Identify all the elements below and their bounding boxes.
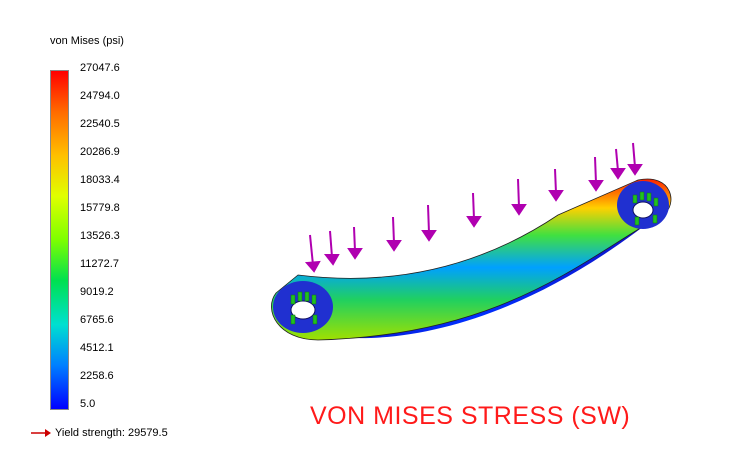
page-caption: VON MISES STRESS (SW) (310, 402, 631, 430)
tick-label: 6765.6 (80, 314, 114, 326)
load-arrow-icon (588, 156, 604, 192)
tick-label: 13526.3 (80, 230, 120, 242)
tick-label: 2258.6 (80, 370, 114, 382)
tick-label: 24794.0 (80, 90, 120, 102)
load-arrow-icon (386, 216, 402, 252)
tick-label: 5.0 (80, 398, 96, 410)
load-arrow-icon (347, 226, 363, 260)
tick-label: 15779.8 (80, 202, 120, 214)
load-arrows (304, 142, 643, 273)
tick-label: 20286.9 (80, 146, 120, 158)
tick-label: 9019.2 (80, 286, 114, 298)
left-hole (290, 300, 316, 320)
tick-label: 11272.7 (80, 258, 119, 270)
tick-label: 22540.5 (80, 118, 120, 130)
load-arrow-icon (627, 142, 643, 176)
yield-strength-indicator: Yield strength: 29579.5 (31, 427, 168, 439)
tick-label: 18033.4 (80, 174, 120, 186)
tick-label: 4512.1 (80, 342, 114, 354)
load-arrow-icon (511, 178, 527, 216)
load-arrow-icon (421, 204, 437, 242)
load-arrow-icon (304, 234, 321, 273)
yield-arrow-icon (31, 429, 51, 437)
load-arrow-icon (610, 148, 626, 180)
load-arrow-icon (548, 168, 564, 202)
load-arrow-icon (466, 192, 482, 228)
legend-title: von Mises (psi) (50, 35, 124, 47)
stress-colorbar (50, 70, 69, 410)
right-hole (632, 201, 654, 219)
load-arrow-icon (323, 230, 340, 266)
tick-label: 27047.6 (80, 62, 120, 74)
fixture-icon (290, 191, 659, 325)
stress-model-view[interactable] (258, 135, 688, 355)
yield-strength-label: Yield strength: 29579.5 (55, 427, 168, 439)
